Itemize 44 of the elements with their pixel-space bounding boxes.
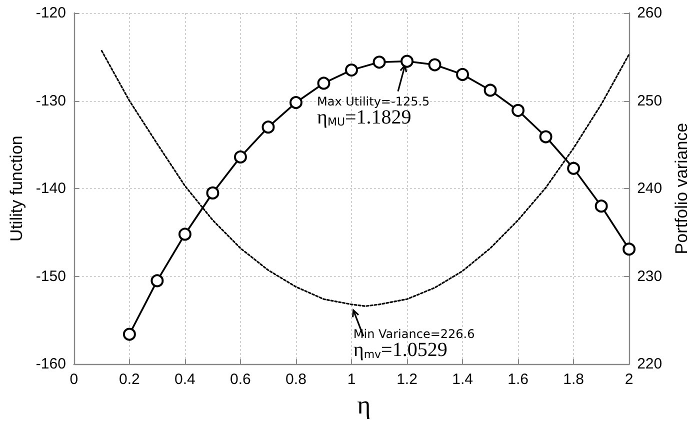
y2-tick-label: 260 — [637, 4, 662, 22]
point — [150, 274, 164, 288]
point — [345, 64, 358, 77]
x-tick-label: 0 — [70, 371, 78, 388]
y2-tick-label: 220 — [637, 356, 662, 373]
y2-axis-title: Portfolio variance — [672, 122, 691, 254]
y-tick-label: -140 — [36, 180, 66, 198]
point — [456, 68, 470, 81]
point — [400, 54, 414, 68]
point — [428, 58, 442, 72]
point — [234, 150, 247, 164]
point — [622, 242, 636, 256]
point — [206, 186, 220, 200]
point — [594, 200, 608, 213]
point — [484, 84, 497, 97]
y-tick-label: -130 — [36, 92, 66, 110]
y2-tick-label: 230 — [637, 268, 662, 285]
y-tick-label: -150 — [36, 268, 66, 285]
point — [539, 130, 552, 144]
y2-tick-label: 240 — [637, 180, 662, 198]
y2-tick-label: 250 — [637, 92, 662, 110]
x-tick-label: 1 — [347, 371, 356, 388]
point — [262, 120, 275, 134]
point — [372, 56, 386, 69]
annotation: Max Utility=-125.5 ηMU=1.1829 — [317, 94, 430, 128]
x-tick-label: 1.2 — [396, 371, 418, 388]
x-tick-label: 0.8 — [286, 371, 306, 388]
point — [317, 76, 330, 90]
x-tick-label: 0.4 — [174, 371, 196, 388]
point — [289, 96, 302, 110]
x-tick-label: 0.6 — [230, 371, 251, 388]
x-axis-title: η — [357, 390, 371, 420]
point — [122, 328, 136, 341]
x-tick-label: 1.6 — [508, 371, 528, 388]
x-tick-label: 1.8 — [563, 371, 584, 388]
point — [567, 162, 580, 175]
x-tick-label: 0.2 — [119, 371, 140, 388]
point — [178, 228, 192, 241]
y-tick-label: -120 — [36, 4, 66, 22]
x-tick-label: 2 — [624, 371, 634, 388]
point — [512, 104, 525, 117]
y-tick-label: -160 — [36, 356, 66, 373]
y-axis-title: Utility function — [7, 136, 26, 242]
x-tick-label: 1.4 — [452, 371, 473, 388]
